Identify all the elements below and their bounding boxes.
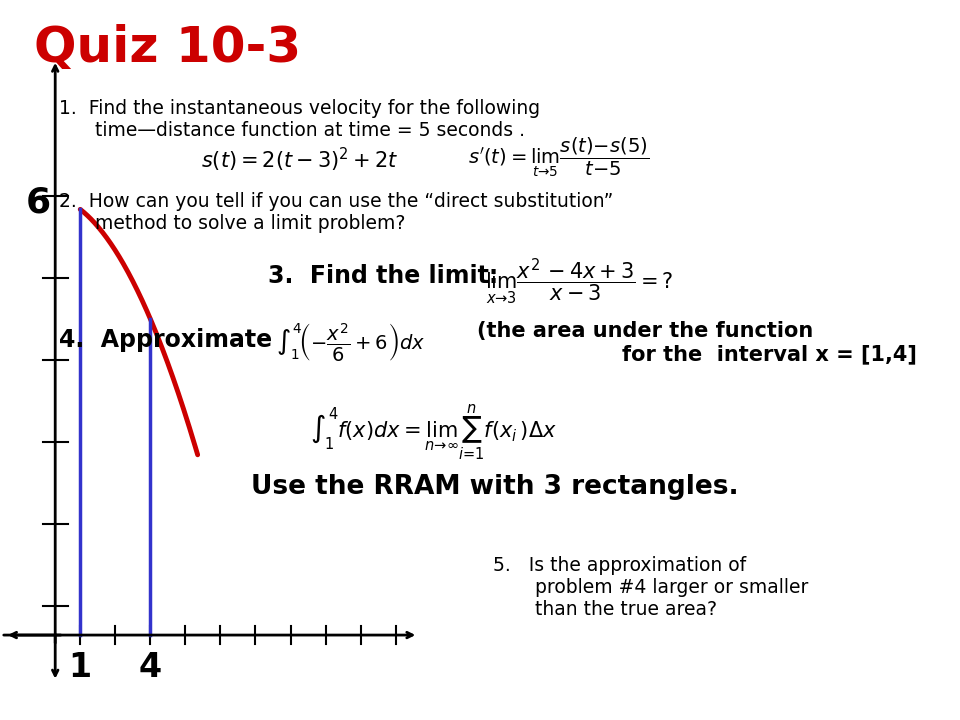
Text: $\int_1^4 \!\left(-\dfrac{x^2}{6}+6\right)dx$: $\int_1^4 \!\left(-\dfrac{x^2}{6}+6\righ… [276,320,426,363]
Text: $s'(t) = \lim_{t \to 5} \dfrac{s(t)-s(5)}{t-5}$: $s'(t) = \lim_{t \to 5} \dfrac{s(t)-s(5)… [468,135,649,179]
Text: 1.  Find the instantaneous velocity for the following
      time—distance functi: 1. Find the instantaneous velocity for t… [60,99,540,140]
Text: 6: 6 [26,186,51,220]
Text: $\int_1^4 f(x)dx = \lim_{n \to \infty} \sum_{i=1}^{n} f(x_i)\Delta x$: $\int_1^4 f(x)dx = \lim_{n \to \infty} \… [310,403,557,462]
Text: 1: 1 [69,651,92,684]
Text: $s(t) = 2(t-3)^2 + 2t$: $s(t) = 2(t-3)^2 + 2t$ [202,145,398,174]
Text: 2.  How can you tell if you can use the “direct substitution”
      method to so: 2. How can you tell if you can use the “… [60,192,613,233]
Text: 3.  Find the limit:: 3. Find the limit: [268,264,498,287]
Text: 4: 4 [139,651,162,684]
Text: 5.   Is the approximation of
       problem #4 larger or smaller
       than the: 5. Is the approximation of problem #4 la… [493,557,808,619]
Text: $\lim_{x \to 3} \dfrac{x^2-4x+3}{x-3} = ?$: $\lim_{x \to 3} \dfrac{x^2-4x+3}{x-3} = … [485,256,674,306]
Text: Use the RRAM with 3 rectangles.: Use the RRAM with 3 rectangles. [252,474,739,500]
Text: 4.  Approximate: 4. Approximate [60,328,273,352]
Text: (the area under the function
                    for the  interval x = [1,4]: (the area under the function for the int… [476,320,917,364]
Text: Quiz 10-3: Quiz 10-3 [35,24,301,72]
